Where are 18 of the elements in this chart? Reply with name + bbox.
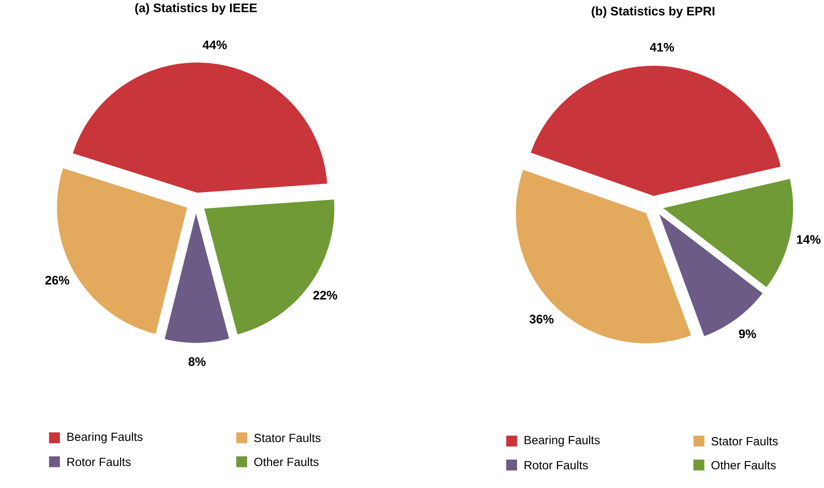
legend-label: Rotor Faults: [67, 457, 131, 466]
data-label: 8%: [188, 357, 206, 366]
data-label: 14%: [796, 235, 821, 244]
chart-title: (b) Statistics by EPRI: [592, 6, 714, 18]
data-label: 22%: [313, 290, 338, 300]
legend-label: Stator Faults: [711, 436, 778, 446]
data-label: 36%: [530, 314, 554, 324]
legend-label: Other Faults: [254, 457, 319, 466]
data-label: 9%: [738, 330, 756, 338]
chart-title: (a) Statistics by IEEE: [135, 3, 257, 15]
legend-label: Rotor Faults: [524, 460, 588, 470]
legend-label: Bearing Faults: [67, 432, 143, 444]
legend-label: Stator Faults: [254, 434, 321, 442]
data-label: 44%: [202, 40, 227, 50]
legend-label: Other Faults: [712, 460, 776, 470]
data-label: 41%: [650, 42, 674, 52]
data-label: 26%: [45, 276, 70, 285]
legend-label: Bearing Faults: [524, 436, 600, 447]
